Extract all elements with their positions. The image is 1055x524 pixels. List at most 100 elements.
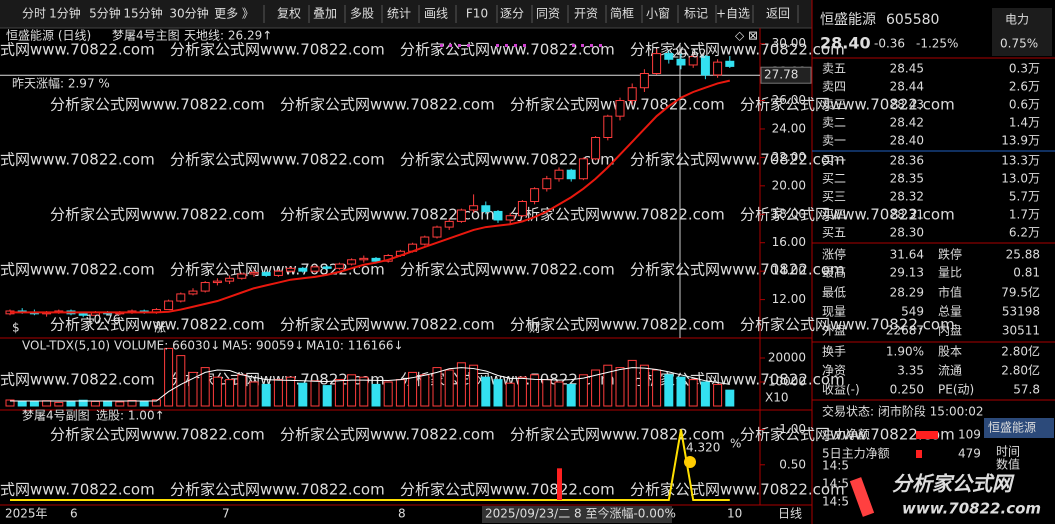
candle-body xyxy=(713,61,723,76)
marker-dot xyxy=(449,44,452,47)
toolbar-button[interactable]: 1分钟 xyxy=(49,6,81,21)
toolbar-button[interactable]: 15分钟 xyxy=(123,6,162,21)
stat-name: 流通 xyxy=(938,364,962,378)
toolbar-button[interactable]: 更多 》 xyxy=(214,7,254,21)
side-button[interactable]: 恒盛能源 xyxy=(988,420,1036,435)
book-volume: 5.7万 xyxy=(1009,190,1040,204)
toolbar-button[interactable]: 统计 xyxy=(387,7,411,21)
side-button-bg[interactable] xyxy=(984,418,1054,438)
change: -0.36 xyxy=(874,37,905,51)
stat-name: 内盘 xyxy=(938,323,962,338)
sector-box xyxy=(992,8,1052,56)
candle-body xyxy=(200,282,210,292)
book-level: 买一 xyxy=(822,154,846,168)
volume-bar xyxy=(652,369,662,407)
watermark: 分析家公式网www.70822.com xyxy=(280,96,495,114)
candle-body xyxy=(164,300,174,311)
stat-value: 57.8 xyxy=(1013,383,1040,397)
indicator-name: 梦屠4号主图 xyxy=(112,29,180,43)
stat-name: 最高 xyxy=(822,265,846,280)
toolbar-button[interactable]: 多股 xyxy=(350,7,374,21)
toolbar-button[interactable]: 返回 xyxy=(766,7,790,21)
toolbar-button[interactable]: 5分钟 xyxy=(89,6,121,21)
x-tick-label: 7 xyxy=(222,507,230,521)
marker-dot xyxy=(599,44,602,47)
yesterday-change: 昨天涨幅: 2.97 % xyxy=(12,76,110,91)
change-pct: -1.25% xyxy=(916,37,958,51)
volume-bar xyxy=(627,359,637,407)
candle-body xyxy=(310,266,320,272)
candle-body xyxy=(652,53,662,75)
candle-body xyxy=(371,257,381,262)
volume-bar xyxy=(29,401,39,407)
candle-body xyxy=(444,220,454,228)
book-price: 28.44 xyxy=(890,80,924,94)
y-tick-label: 10000 xyxy=(768,374,806,388)
candle-body xyxy=(725,60,735,67)
toolbar-button[interactable]: 开资 xyxy=(574,7,598,21)
toolbar-button[interactable]: F10 xyxy=(466,7,488,21)
stat-value: 0.250 xyxy=(890,383,924,397)
logo-bg xyxy=(848,470,1052,522)
volume-bar xyxy=(542,379,552,407)
signal-bar xyxy=(557,468,562,500)
toolbar-bg xyxy=(0,0,812,28)
volume-bar xyxy=(273,379,283,407)
stat-value: 1.90% xyxy=(886,345,924,359)
toolbar-button[interactable]: 复权 xyxy=(277,7,301,21)
marker-dot xyxy=(581,44,584,47)
candle-body xyxy=(554,169,564,180)
volume-bar xyxy=(334,379,344,407)
stat-name: 涨停 xyxy=(822,247,846,262)
watermark: 分析家公式网www.70822.com xyxy=(170,481,385,499)
candle-body xyxy=(676,58,686,66)
x-tick-label: 8 xyxy=(398,507,406,521)
toolbar-button[interactable]: 叠加 xyxy=(313,7,337,21)
toolbar-button[interactable]: 逐分 xyxy=(500,7,524,21)
toolbar-button[interactable]: 分时 xyxy=(22,7,46,21)
stat-value: 2.80亿 xyxy=(1001,344,1040,359)
watermark: 分析家公式网www.70822.com xyxy=(400,41,615,59)
logo-pencil xyxy=(849,477,875,517)
candle-body xyxy=(249,272,259,275)
logo-url: www.70822.com xyxy=(902,500,1041,518)
volume-bar xyxy=(188,371,198,407)
watermark: 分析家公式网www.70822.com xyxy=(510,206,725,224)
event-mark: 涨 xyxy=(154,320,166,335)
toolbar-button[interactable]: 同资 xyxy=(536,7,560,21)
scale-label: X10 xyxy=(765,391,789,405)
toolbar-button[interactable]: 标记 xyxy=(684,7,708,21)
volume-bar xyxy=(115,401,125,407)
candle-body xyxy=(273,270,283,276)
toolbar-button[interactable]: +自选 xyxy=(716,7,750,21)
volume-bar xyxy=(139,400,149,407)
stat-value: 28.29 xyxy=(890,286,924,300)
watermark: 分析家公式网www.70822.com xyxy=(0,371,155,389)
watermark: 分析家公式网www.70822.com xyxy=(510,426,725,444)
book-level: 卖四 xyxy=(822,80,846,94)
candle-body xyxy=(493,210,503,221)
toolbar-button[interactable]: 简框 xyxy=(610,7,634,21)
volume-bar xyxy=(54,401,64,407)
volume-bar xyxy=(493,379,503,407)
y-tick-label: 24.00 xyxy=(772,121,806,135)
indicator-name: VOL-TDX(5,10) xyxy=(22,339,110,353)
volume-bar xyxy=(371,383,381,407)
toolbar-button[interactable]: 画线 xyxy=(424,7,448,21)
marker-dot xyxy=(572,44,575,47)
volume-bar xyxy=(420,374,430,407)
candle-body xyxy=(603,115,613,138)
book-level: 卖三 xyxy=(822,98,846,112)
volume-bar xyxy=(164,347,174,407)
volume-bar xyxy=(225,379,235,407)
toolbar-button[interactable]: 小窗 xyxy=(646,7,670,21)
high-label: 29.62 xyxy=(672,47,706,61)
volume-bar xyxy=(42,400,52,407)
watermark: 分析家公式网www.70822.com xyxy=(280,316,495,334)
period-label: 日线 xyxy=(778,507,802,521)
book-volume: 1.4万 xyxy=(1009,116,1040,130)
book-volume: 0.3万 xyxy=(1009,62,1040,76)
volume-bar xyxy=(505,382,515,407)
toolbar-button[interactable]: 30分钟 xyxy=(169,6,208,21)
watermark: 分析家公式网www.70822.com xyxy=(280,426,495,444)
